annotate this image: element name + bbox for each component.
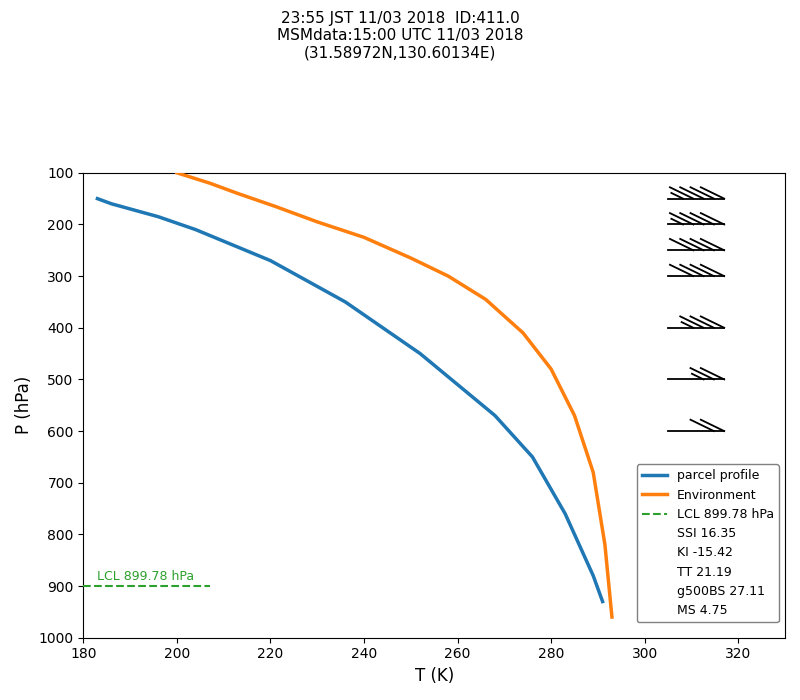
Environment: [589, 468, 598, 477]
parcel profile: [560, 510, 570, 518]
parcel profile: [453, 380, 462, 389]
parcel profile: [191, 225, 201, 234]
Line: Environment: Environment: [177, 173, 612, 617]
Environment: [270, 202, 280, 211]
parcel profile: [154, 213, 163, 221]
Line: parcel profile: parcel profile: [98, 199, 602, 601]
Text: LCL 899.78 hPa: LCL 899.78 hPa: [98, 570, 194, 583]
parcel profile: [598, 597, 607, 606]
Environment: [233, 189, 242, 197]
Environment: [607, 613, 617, 622]
parcel profile: [93, 195, 102, 203]
Environment: [205, 179, 214, 188]
parcel profile: [303, 277, 313, 286]
parcel profile: [415, 349, 425, 358]
Environment: [481, 295, 490, 304]
parcel profile: [341, 298, 350, 306]
Environment: [546, 365, 556, 373]
parcel profile: [378, 323, 387, 332]
Y-axis label: P (hPa): P (hPa): [15, 376, 33, 435]
X-axis label: T (K): T (K): [414, 667, 454, 685]
parcel profile: [589, 571, 598, 580]
Environment: [600, 540, 610, 549]
parcel profile: [106, 199, 116, 208]
Text: 23:55 JST 11/03 2018  ID:411.0
MSMdata:15:00 UTC 11/03 2018
(31.58972N,130.60134: 23:55 JST 11/03 2018 ID:411.0 MSMdata:15…: [277, 10, 523, 60]
parcel profile: [228, 241, 238, 249]
Environment: [406, 254, 416, 262]
parcel profile: [266, 256, 275, 265]
Environment: [313, 218, 322, 226]
parcel profile: [126, 205, 135, 214]
Environment: [359, 233, 369, 242]
Environment: [443, 272, 453, 280]
Environment: [518, 329, 528, 337]
Environment: [570, 412, 579, 420]
parcel profile: [528, 453, 538, 461]
Legend: parcel profile, Environment, LCL 899.78 hPa, SSI 16.35, KI -15.42, TT 21.19, g50: parcel profile, Environment, LCL 899.78 …: [637, 464, 778, 622]
Environment: [172, 169, 182, 177]
parcel profile: [490, 412, 500, 420]
